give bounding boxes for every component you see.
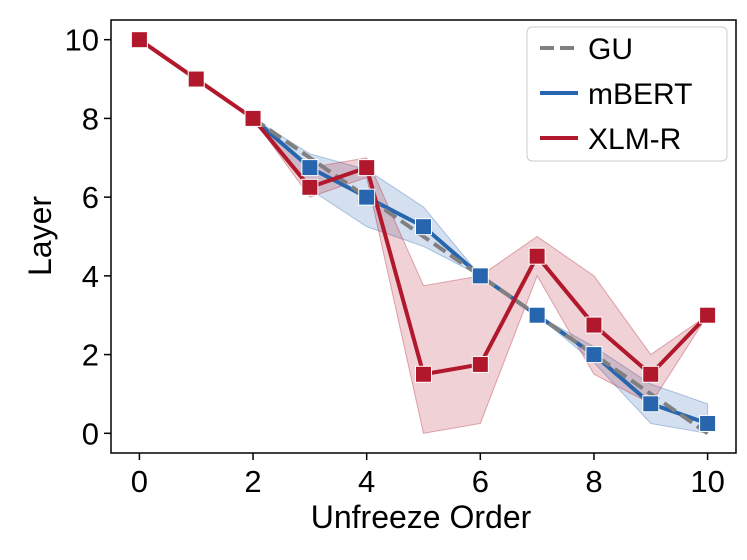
marker-xlm-r-9 — [642, 365, 660, 383]
marker-xlm-r-6 — [471, 355, 489, 373]
y-tick-label-6: 6 — [82, 180, 99, 215]
x-axis-ticks: 0 2 4 6 8 10 — [131, 453, 725, 499]
y-tick-label-2: 2 — [82, 338, 99, 373]
x-tick-label-2: 2 — [244, 464, 261, 499]
marker-mbert-8 — [699, 414, 717, 432]
x-tick-label-8: 8 — [585, 464, 602, 499]
series-markers — [130, 31, 717, 432]
marker-xlm-r-4 — [358, 159, 376, 177]
legend: GU mBERT XLM-R — [526, 26, 728, 162]
x-tick-label-6: 6 — [472, 464, 489, 499]
y-tick-label-4: 4 — [82, 259, 99, 294]
marker-xlm-r-8 — [585, 316, 603, 334]
marker-xlm-r-1 — [187, 70, 205, 88]
x-tick-label-4: 4 — [358, 464, 375, 499]
legend-label-gu: GU — [588, 33, 633, 66]
marker-mbert-7 — [642, 395, 660, 413]
y-axis-ticks: 0 2 4 6 8 10 — [65, 23, 111, 451]
x-tick-label-0: 0 — [131, 464, 148, 499]
marker-mbert-6 — [585, 346, 603, 364]
legend-label-xlm-r: XLM-R — [588, 123, 681, 156]
marker-xlm-r-2 — [244, 109, 262, 127]
marker-mbert-1 — [301, 159, 319, 177]
legend-box — [526, 26, 728, 162]
marker-mbert-3 — [415, 218, 432, 236]
marker-xlm-r-10 — [699, 306, 717, 324]
y-tick-label-0: 0 — [82, 416, 99, 451]
y-tick-label-8: 8 — [82, 101, 99, 136]
plot-frame — [110, 19, 737, 454]
marker-xlm-r-7 — [528, 247, 546, 265]
x-axis-label: Unfreeze Order — [311, 499, 532, 535]
legend-label-mbert: mBERT — [588, 78, 692, 111]
marker-mbert-2 — [358, 188, 376, 206]
x-tick-label-10: 10 — [690, 464, 724, 499]
marker-mbert-5 — [528, 306, 546, 324]
y-axis-label: Layer — [22, 196, 58, 276]
marker-mbert-4 — [471, 267, 489, 285]
line-gu — [251, 116, 709, 435]
marker-xlm-r-5 — [415, 365, 432, 383]
y-tick-label-10: 10 — [65, 23, 99, 58]
marker-xlm-r-3 — [301, 178, 319, 196]
marker-xlm-r-0 — [130, 31, 148, 49]
